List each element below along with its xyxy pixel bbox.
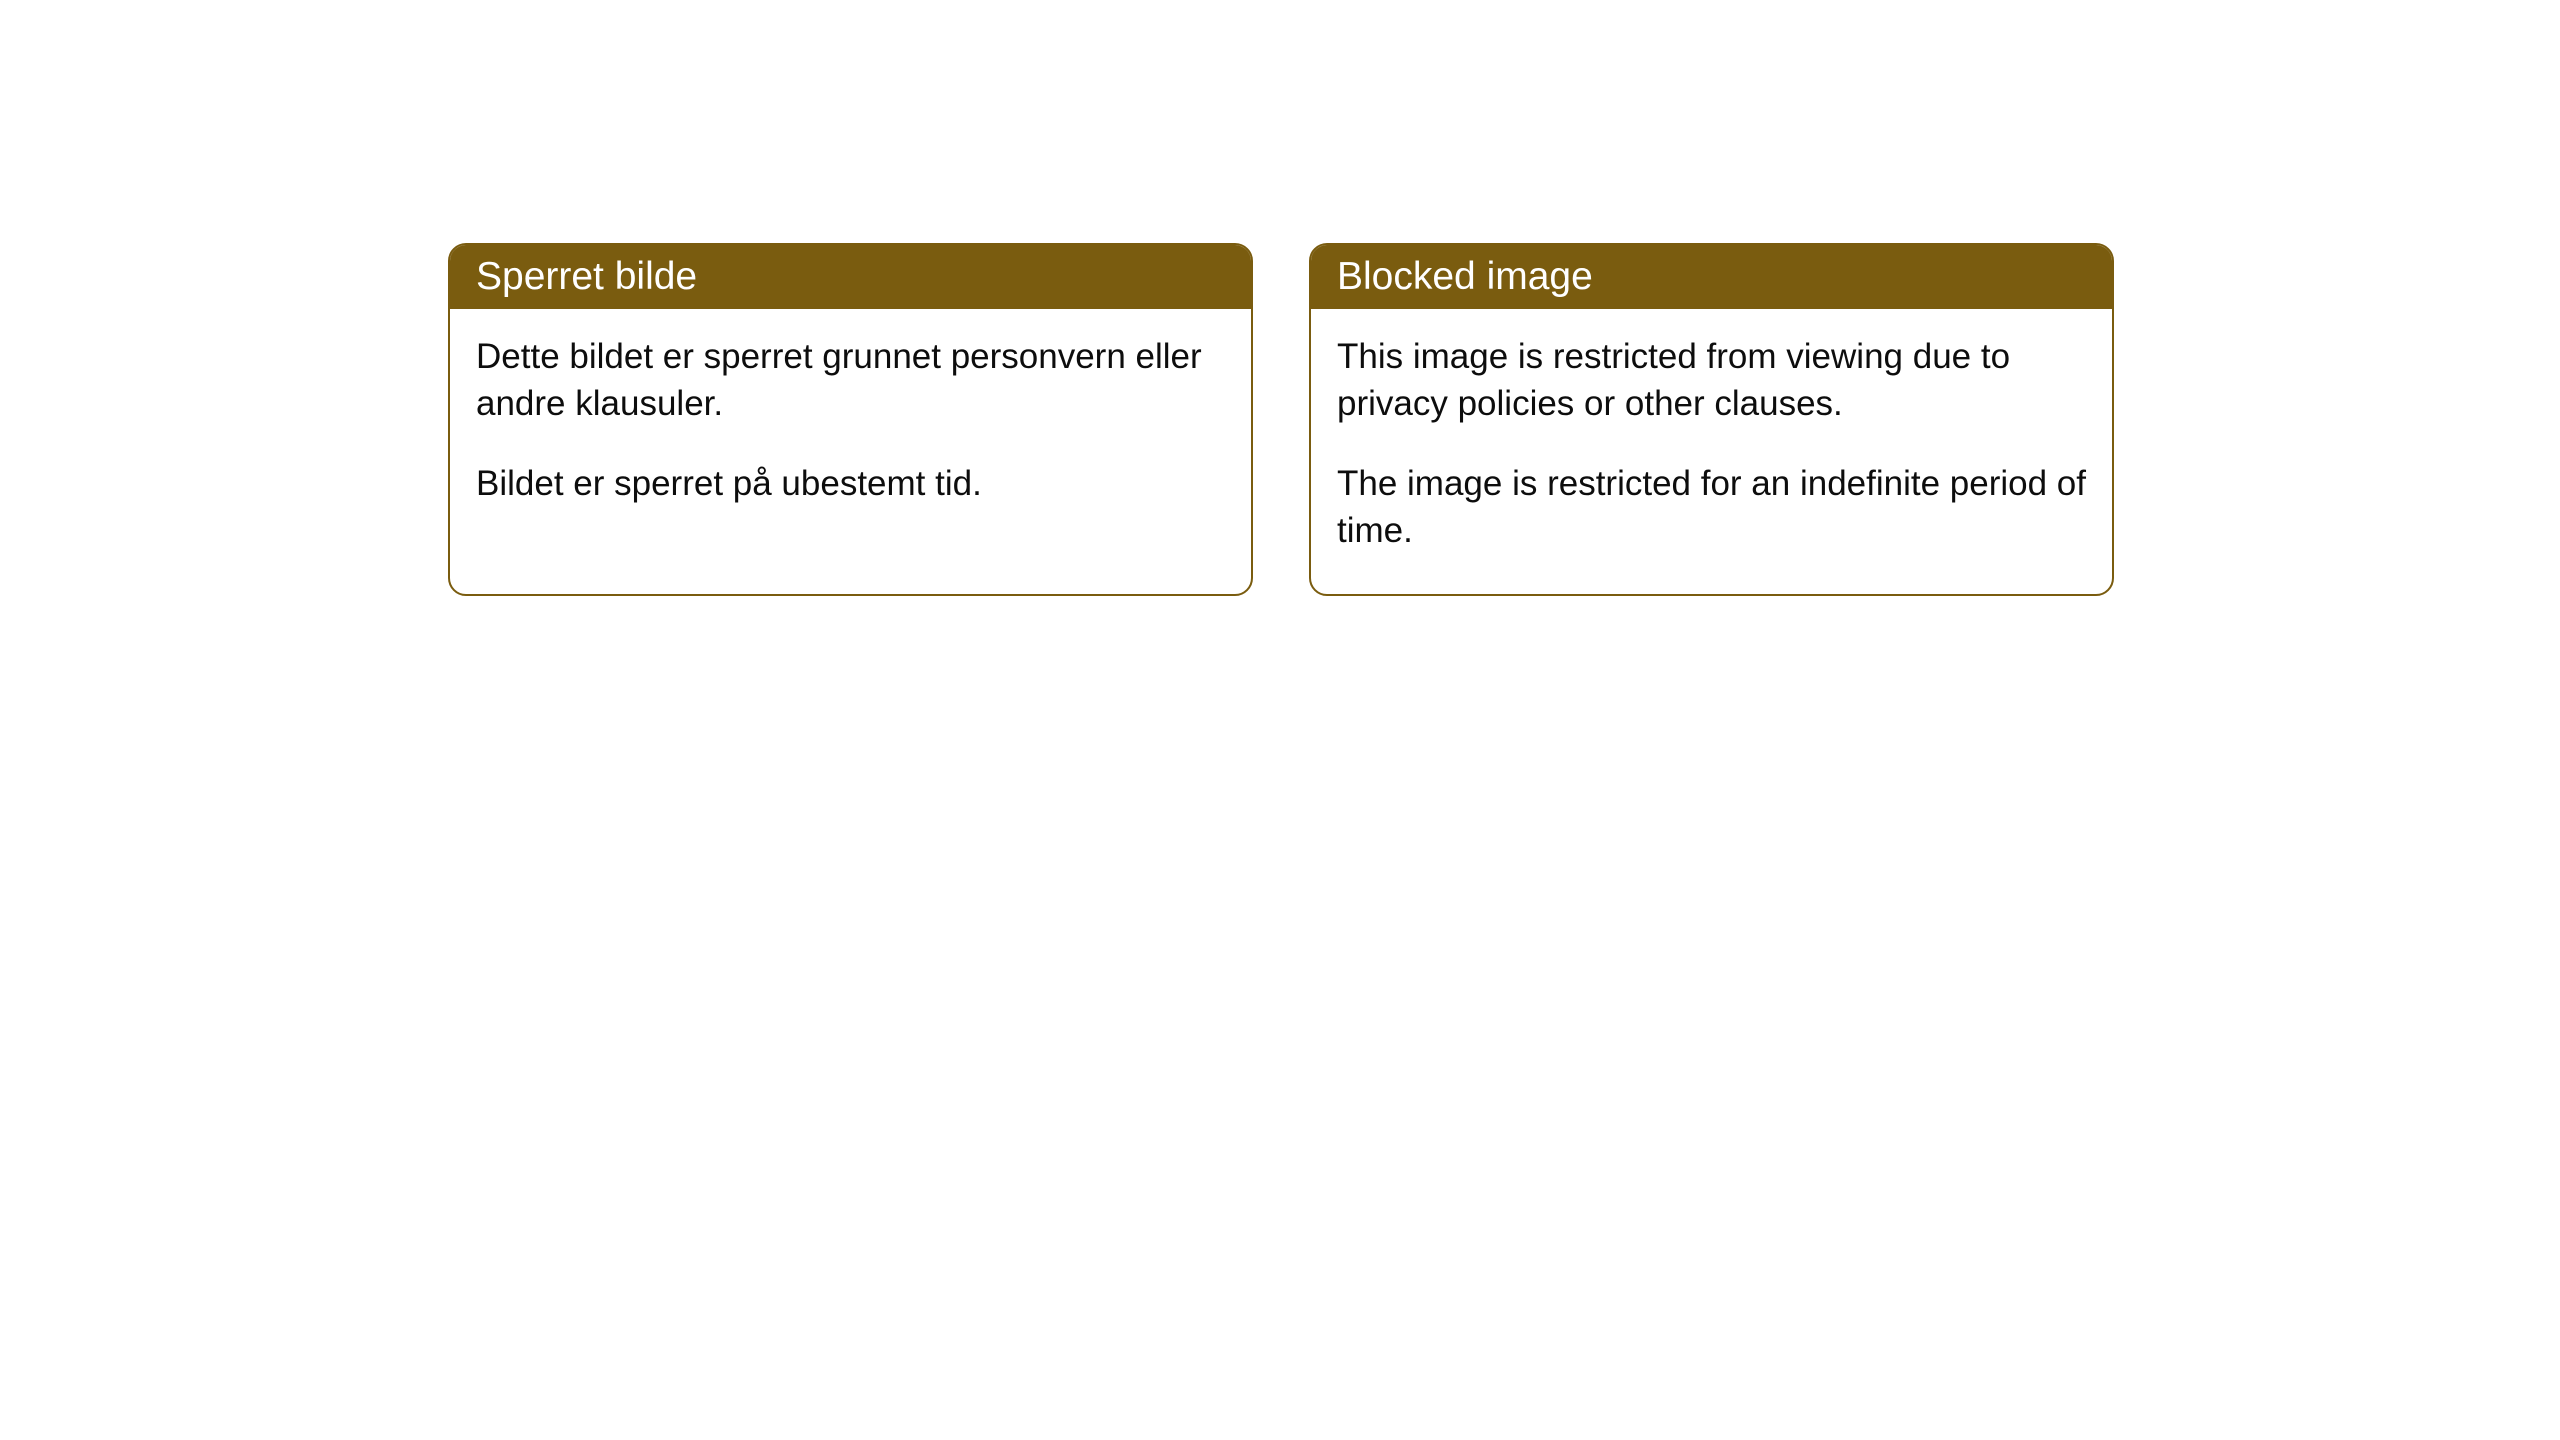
card-body-norwegian: Dette bildet er sperret grunnet personve…: [450, 309, 1251, 547]
card-english: Blocked image This image is restricted f…: [1309, 243, 2114, 596]
card-paragraph: Bildet er sperret på ubestemt tid.: [476, 460, 1225, 507]
card-paragraph: This image is restricted from viewing du…: [1337, 333, 2086, 428]
cards-container: Sperret bilde Dette bildet er sperret gr…: [0, 0, 2560, 596]
card-body-english: This image is restricted from viewing du…: [1311, 309, 2112, 594]
card-header-norwegian: Sperret bilde: [450, 245, 1251, 309]
card-norwegian: Sperret bilde Dette bildet er sperret gr…: [448, 243, 1253, 596]
card-paragraph: Dette bildet er sperret grunnet personve…: [476, 333, 1225, 428]
card-paragraph: The image is restricted for an indefinit…: [1337, 460, 2086, 555]
card-header-english: Blocked image: [1311, 245, 2112, 309]
